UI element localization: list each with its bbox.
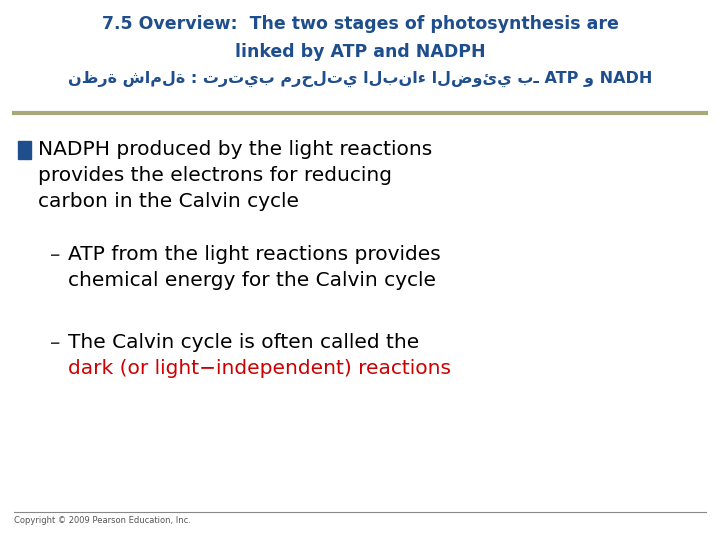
Text: –: –	[50, 333, 60, 353]
Text: provides the electrons for reducing: provides the electrons for reducing	[38, 166, 392, 185]
Text: نظرة شاملة : ترتيب مرحلتي البناء الضوئي بـ ATP و NADH: نظرة شاملة : ترتيب مرحلتي البناء الضوئي …	[68, 71, 652, 87]
Text: chemical energy for the Calvin cycle: chemical energy for the Calvin cycle	[68, 271, 436, 290]
Text: Copyright © 2009 Pearson Education, Inc.: Copyright © 2009 Pearson Education, Inc.	[14, 516, 191, 525]
Bar	[18, 141, 31, 159]
Text: NADPH produced by the light reactions: NADPH produced by the light reactions	[38, 140, 432, 159]
Text: The Calvin cycle is often called the: The Calvin cycle is often called the	[68, 333, 419, 352]
Text: –: –	[50, 245, 60, 265]
Text: 7.5 Overview:  The two stages of photosynthesis are: 7.5 Overview: The two stages of photosyn…	[102, 15, 618, 33]
Text: ATP from the light reactions provides: ATP from the light reactions provides	[68, 245, 441, 264]
Text: linked by ATP and NADPH: linked by ATP and NADPH	[235, 43, 485, 61]
Text: dark (or light−independent) reactions: dark (or light−independent) reactions	[68, 359, 451, 378]
Text: carbon in the Calvin cycle: carbon in the Calvin cycle	[38, 192, 299, 211]
